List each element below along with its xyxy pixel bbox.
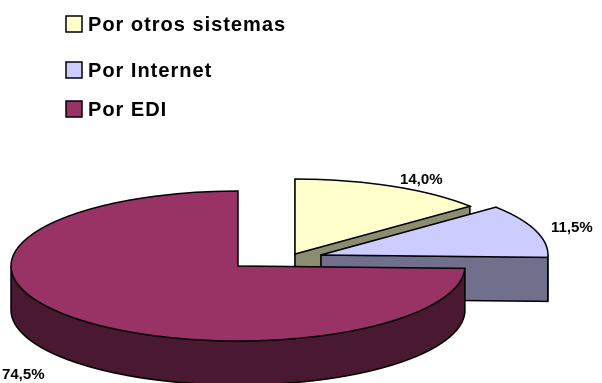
data-label-otros: 14,0%: [400, 171, 443, 188]
legend-swatch-internet: [65, 61, 83, 79]
legend-swatch-edi: [65, 100, 83, 118]
data-labels: 14,0% 11,5% 74,5%: [2, 171, 593, 383]
legend-item-otros: Por otros sistemas: [65, 14, 286, 36]
legend-item-edi: Por EDI: [65, 99, 167, 121]
pie-top-otros: [294, 178, 473, 255]
legend-label-otros: Por otros sistemas: [88, 14, 286, 36]
pie-slices: [10, 178, 549, 383]
legend: Por otros sistemas Por Internet Por EDI: [65, 14, 286, 121]
legend-swatch-otros: [65, 15, 83, 33]
pie-top-internet: [320, 206, 549, 259]
pie-slice-edi: [10, 190, 466, 383]
data-label-edi: 74,5%: [2, 366, 45, 383]
legend-label-edi: Por EDI: [88, 99, 167, 121]
legend-item-internet: Por Internet: [65, 60, 212, 82]
data-label-internet: 11,5%: [551, 219, 593, 236]
pie-top-edi: [10, 190, 466, 342]
legend-label-internet: Por Internet: [88, 60, 212, 82]
